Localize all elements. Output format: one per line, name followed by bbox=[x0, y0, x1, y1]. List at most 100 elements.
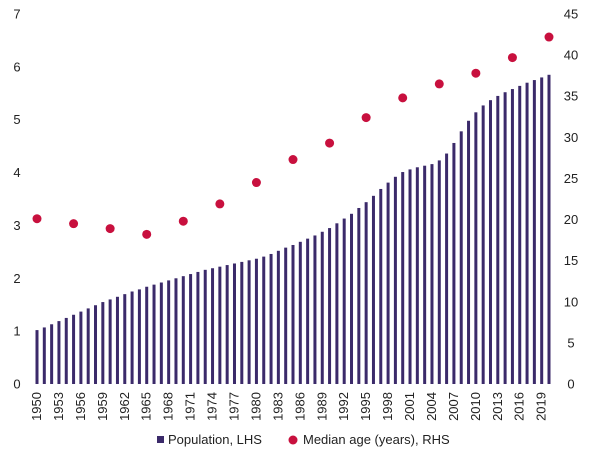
population-bar-1965 bbox=[145, 286, 149, 384]
x-tick-label: 1992 bbox=[336, 392, 351, 421]
population-bar-1955 bbox=[72, 314, 76, 384]
population-bar-1980 bbox=[254, 258, 258, 384]
population-bar-1971 bbox=[189, 274, 193, 384]
population-bar-1987 bbox=[306, 238, 310, 384]
population-bar-1963 bbox=[130, 291, 134, 384]
right-axis-ticks: 0 5 10 15 20 25 30 35 40 45 bbox=[564, 7, 578, 392]
population-bar-2012 bbox=[488, 100, 492, 384]
legend-median-age-label: Median age (years), RHS bbox=[303, 432, 450, 447]
population-bar-1986 bbox=[298, 241, 302, 384]
population-bar-2013 bbox=[496, 95, 500, 385]
median-age-point-1990 bbox=[325, 138, 335, 148]
population-bar-2006 bbox=[445, 153, 449, 384]
population-bar-1999 bbox=[393, 176, 397, 384]
population-bar-1998 bbox=[386, 182, 390, 384]
median-age-points bbox=[32, 32, 554, 239]
left-tick-label: 7 bbox=[13, 7, 20, 22]
population-bar-2007 bbox=[452, 142, 456, 384]
right-tick-label: 35 bbox=[564, 89, 578, 104]
x-tick-label: 1989 bbox=[314, 392, 329, 421]
right-tick-label: 5 bbox=[567, 335, 574, 350]
population-bar-1977 bbox=[232, 263, 236, 384]
population-bar-2015 bbox=[510, 89, 514, 384]
legend: Population, LHS Median age (years), RHS bbox=[157, 432, 450, 447]
right-tick-label: 40 bbox=[564, 48, 578, 63]
x-axis-ticks: 1950 1953 1956 1959 1962 1965 1968 1971 1974 1977… bbox=[29, 392, 549, 421]
population-bar-1973 bbox=[203, 269, 207, 384]
population-bar-2000 bbox=[401, 172, 405, 384]
x-tick-label: 1971 bbox=[183, 392, 198, 421]
population-bar-1959 bbox=[101, 302, 105, 384]
median-age-point-2000 bbox=[398, 93, 408, 103]
population-bar-1985 bbox=[291, 244, 295, 384]
x-tick-label: 1995 bbox=[358, 392, 373, 421]
left-tick-label: 4 bbox=[13, 165, 20, 180]
population-bar-1994 bbox=[357, 207, 361, 384]
population-bar-1958 bbox=[94, 305, 98, 384]
population-bar-1997 bbox=[379, 188, 383, 384]
median-age-point-2020 bbox=[544, 32, 554, 42]
median-age-point-1960 bbox=[105, 224, 115, 234]
median-age-point-1950 bbox=[32, 214, 42, 224]
population-bar-2005 bbox=[437, 160, 441, 384]
x-tick-label: 2001 bbox=[402, 392, 417, 421]
population-bar-1957 bbox=[86, 308, 90, 384]
population-bar-1974 bbox=[211, 268, 215, 384]
population-bar-1952 bbox=[50, 324, 54, 384]
median-age-point-2015 bbox=[507, 53, 517, 63]
right-tick-label: 20 bbox=[564, 212, 578, 227]
x-tick-label: 1956 bbox=[73, 392, 88, 421]
population-bar-1968 bbox=[167, 280, 171, 384]
population-bar-1956 bbox=[79, 311, 83, 384]
right-tick-label: 10 bbox=[564, 294, 578, 309]
population-bar-1972 bbox=[196, 271, 200, 384]
right-tick-label: 25 bbox=[564, 171, 578, 186]
x-tick-label: 2019 bbox=[534, 392, 549, 421]
population-bar-2003 bbox=[423, 165, 427, 384]
left-tick-label: 0 bbox=[13, 377, 20, 392]
x-tick-label: 2013 bbox=[490, 392, 505, 421]
x-tick-label: 1965 bbox=[139, 392, 154, 421]
legend-population-label: Population, LHS bbox=[168, 432, 262, 447]
population-bar-2002 bbox=[415, 167, 419, 384]
population-bar-1960 bbox=[108, 299, 112, 384]
median-age-point-1965 bbox=[142, 229, 152, 239]
population-bar-1975 bbox=[218, 266, 222, 384]
population-bar-2001 bbox=[408, 169, 412, 384]
population-bar-1966 bbox=[152, 284, 156, 384]
population-bar-2009 bbox=[467, 120, 471, 385]
x-tick-label: 2004 bbox=[424, 392, 439, 421]
right-tick-label: 30 bbox=[564, 130, 578, 145]
population-bar-2017 bbox=[525, 82, 529, 385]
population-bar-1993 bbox=[350, 213, 354, 384]
x-tick-label: 1980 bbox=[248, 392, 263, 421]
population-bar-1989 bbox=[320, 231, 324, 384]
population-bar-2008 bbox=[459, 131, 463, 384]
population-bar-1967 bbox=[159, 282, 163, 384]
right-tick-label: 45 bbox=[564, 7, 578, 22]
population-bar-2020 bbox=[547, 74, 551, 384]
median-age-point-1980 bbox=[251, 178, 261, 188]
population-bar-1961 bbox=[115, 296, 119, 384]
median-age-point-2010 bbox=[471, 68, 481, 78]
x-tick-label: 1959 bbox=[95, 392, 110, 421]
population-bar-1962 bbox=[123, 294, 127, 384]
left-tick-label: 6 bbox=[13, 59, 20, 74]
left-tick-label: 1 bbox=[13, 324, 20, 339]
population-bar-1995 bbox=[364, 202, 368, 384]
left-tick-label: 3 bbox=[13, 218, 20, 233]
population-bar-1970 bbox=[181, 276, 185, 384]
population-bar-1996 bbox=[371, 195, 375, 384]
left-axis-ticks: 0 1 2 3 4 5 6 7 bbox=[13, 7, 20, 392]
population-bar-1984 bbox=[284, 247, 288, 384]
x-tick-label: 1950 bbox=[29, 392, 44, 421]
population-bar-1979 bbox=[247, 260, 251, 384]
median-age-point-1995 bbox=[361, 113, 371, 123]
population-bar-1976 bbox=[225, 265, 229, 384]
population-bar-2018 bbox=[532, 80, 536, 384]
population-bar-1990 bbox=[328, 228, 332, 384]
population-bars bbox=[35, 74, 551, 385]
population-bar-1950 bbox=[35, 330, 39, 384]
median-age-point-1975 bbox=[215, 199, 225, 209]
